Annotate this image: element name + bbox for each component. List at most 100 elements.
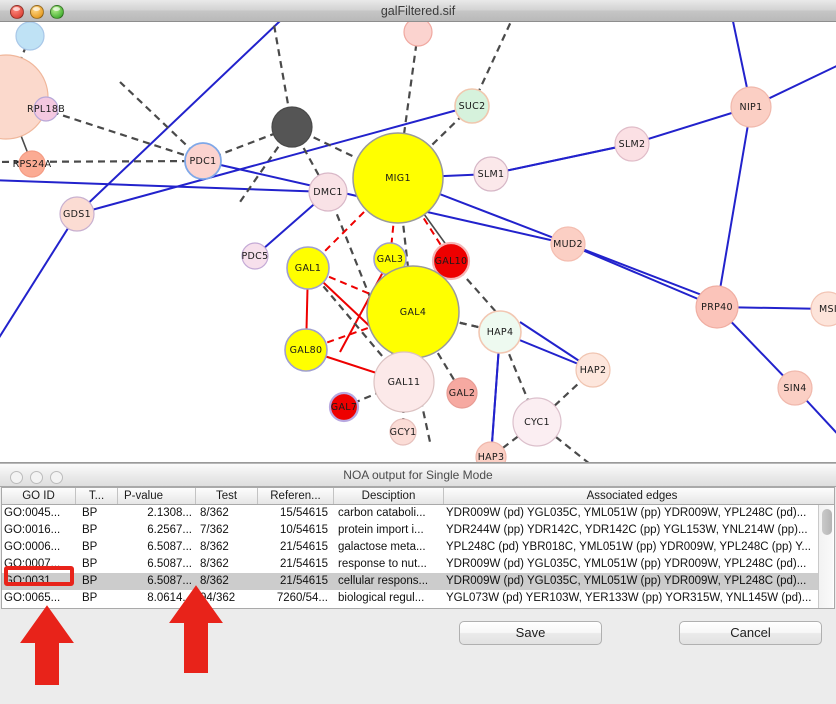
network-node-pdc5[interactable]: PDC5 xyxy=(241,242,269,270)
node-circle[interactable] xyxy=(15,22,45,51)
node-circle[interactable] xyxy=(478,310,522,354)
cell-type: BP xyxy=(82,575,98,587)
column-header-t[interactable]: T... xyxy=(76,488,118,504)
column-header-test[interactable]: Test xyxy=(196,488,258,504)
minimize-button[interactable] xyxy=(30,5,44,19)
network-node-msi[interactable]: MSI xyxy=(810,291,836,327)
node-circle[interactable] xyxy=(446,377,478,409)
network-node-prp40[interactable]: PRP40 xyxy=(695,285,739,329)
node-circle[interactable] xyxy=(403,22,433,47)
cell-test: 7/362 xyxy=(200,524,229,536)
column-header-associated-edges[interactable]: Associated edges xyxy=(586,490,678,502)
table-row[interactable]: GO:0007... BP 6.5087... 8/362 21/54615 respon… xyxy=(2,556,820,573)
cell-type: BP xyxy=(82,592,98,604)
column-header-referen[interactable]: Referen... xyxy=(258,488,334,504)
node-circle[interactable] xyxy=(308,172,348,212)
node-circle[interactable] xyxy=(366,265,460,359)
network-node-dark[interactable] xyxy=(271,106,313,148)
save-button[interactable]: Save xyxy=(459,621,602,645)
close-button[interactable] xyxy=(10,5,24,19)
cell-test: 8/362 xyxy=(200,558,229,570)
column-header-desciption[interactable]: Desciption xyxy=(334,488,444,504)
network-node-gal4[interactable]: GAL4 xyxy=(366,265,460,359)
network-node-cyc1[interactable]: CYC1 xyxy=(512,397,562,447)
cell-description: carbon cataboli... xyxy=(338,507,426,519)
network-node-slm2[interactable]: SLM2 xyxy=(614,126,650,162)
node-circle[interactable] xyxy=(18,150,46,178)
zoom-button[interactable] xyxy=(50,5,64,19)
network-node-hap4[interactable]: HAP4 xyxy=(478,310,522,354)
network-node-gal80[interactable]: GAL80 xyxy=(284,328,328,372)
noa-zoom-button[interactable] xyxy=(50,471,63,484)
cell-reference: 7260/54... xyxy=(276,592,328,604)
cell-edges: YDR009W (pd) YGL035C, YML051W (pp) YDR00… xyxy=(446,575,807,587)
noa-minimize-button[interactable] xyxy=(30,471,43,484)
node-circle[interactable] xyxy=(512,397,562,447)
column-header-p-value[interactable]: P-value xyxy=(118,488,196,504)
node-circle[interactable] xyxy=(810,291,836,327)
node-circle[interactable] xyxy=(328,391,360,423)
table-body[interactable]: GO:0045... BP 2.1308... 8/362 15/54615 carbon… xyxy=(2,505,820,608)
network-node-slm1[interactable]: SLM1 xyxy=(473,156,509,192)
network-edge-slm1-slm2 xyxy=(490,143,633,175)
node-circle[interactable] xyxy=(286,246,330,290)
node-circle[interactable] xyxy=(431,241,471,281)
node-circle[interactable] xyxy=(241,242,269,270)
cell-go-id: GO:0006... xyxy=(4,541,61,553)
network-node-mig1[interactable]: MIG1 xyxy=(352,132,444,224)
network-node-gds1[interactable]: GDS1 xyxy=(59,196,95,232)
network-node-hap2[interactable]: HAP2 xyxy=(575,352,611,388)
node-circle[interactable] xyxy=(0,54,49,140)
node-circle[interactable] xyxy=(454,88,490,124)
node-circle[interactable] xyxy=(575,352,611,388)
table-row[interactable]: GO:0031... BP 6.5087... 8/362 21/54615 cellul… xyxy=(2,573,820,590)
node-circle[interactable] xyxy=(730,86,772,128)
cancel-button[interactable]: Cancel xyxy=(679,621,822,645)
node-circle[interactable] xyxy=(373,351,435,413)
network-node-gal7[interactable]: GAL7 xyxy=(328,391,360,423)
node-circle[interactable] xyxy=(33,96,59,122)
table-row[interactable]: GO:0006... BP 6.5087... 8/362 21/54615 galact… xyxy=(2,539,820,556)
table-row[interactable]: GO:0045... BP 2.1308... 8/362 15/54615 carbon… xyxy=(2,505,820,522)
network-node-gal1[interactable]: GAL1 xyxy=(286,246,330,290)
network-edge-rps5-pdc1 xyxy=(5,95,204,163)
node-circle[interactable] xyxy=(777,370,813,406)
node-circle[interactable] xyxy=(473,156,509,192)
node-circle[interactable] xyxy=(271,106,313,148)
network-node-gal11[interactable]: GAL11 xyxy=(373,351,435,413)
table-row[interactable]: GO:0016... BP 6.2567... 7/362 10/54615 protei… xyxy=(2,522,820,539)
network-node-hap3[interactable]: HAP3 xyxy=(475,441,507,462)
node-circle[interactable] xyxy=(184,142,222,180)
node-circle[interactable] xyxy=(389,418,417,446)
node-circle[interactable] xyxy=(59,196,95,232)
node-circle[interactable] xyxy=(284,328,328,372)
noa-close-button[interactable] xyxy=(10,471,23,484)
node-circle[interactable] xyxy=(550,226,586,262)
node-circle[interactable] xyxy=(475,441,507,462)
network-node-suc2[interactable]: SUC2 xyxy=(454,88,490,124)
network-node-gal2[interactable]: GAL2 xyxy=(446,377,478,409)
network-canvas[interactable]: RPL18B RPS24A GDS1 PDC1 PDC5 SUC2 DMC1 MIG1 SLM1… xyxy=(0,22,836,463)
network-node-rps24a[interactable]: RPS24A xyxy=(13,150,52,178)
network-node-gcy1[interactable]: GCY1 xyxy=(389,418,417,446)
network-node-rps5[interactable] xyxy=(0,54,49,140)
network-node-pdc1[interactable]: PDC1 xyxy=(184,142,222,180)
node-circle[interactable] xyxy=(614,126,650,162)
table-vertical-scrollbar[interactable] xyxy=(818,505,833,608)
column-header-go-id[interactable]: GO ID xyxy=(2,488,76,504)
network-node-mud2[interactable]: MUD2 xyxy=(550,226,586,262)
network-node-toppink[interactable] xyxy=(403,22,433,47)
noa-output-dialog: NOA output for Single Mode GO ID T... P-va… xyxy=(0,463,836,704)
network-node-dmc1[interactable]: DMC1 xyxy=(308,172,348,212)
table-row[interactable]: GO:0065... BP 8.0614... 94/362 7260/54... bio… xyxy=(2,590,820,607)
scrollbar-thumb[interactable] xyxy=(822,509,832,535)
network-node-nip1[interactable]: NIP1 xyxy=(730,86,772,128)
node-circle[interactable] xyxy=(352,132,444,224)
node-circle[interactable] xyxy=(695,285,739,329)
network-edge xyxy=(272,22,294,128)
network-node-topnode[interactable] xyxy=(15,22,45,51)
network-node-sin4[interactable]: SIN4 xyxy=(777,370,813,406)
network-edge xyxy=(0,213,78,339)
results-table[interactable]: GO ID T... P-value Test Referen... Desciption… xyxy=(1,487,835,609)
